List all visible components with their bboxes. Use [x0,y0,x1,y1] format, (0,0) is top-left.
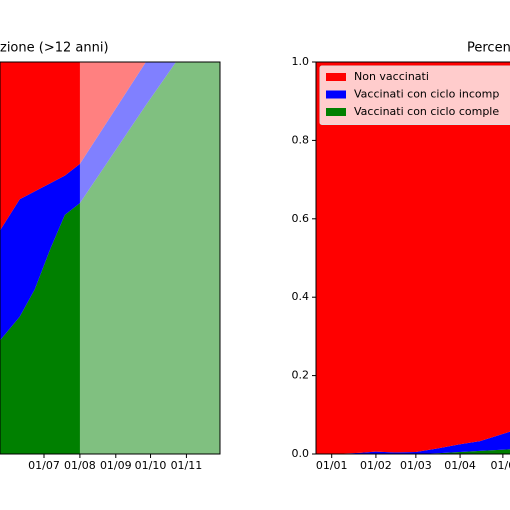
legend-swatch [326,90,346,99]
x-tick-label: 01/10 [135,459,167,472]
y-tick-label: 0.2 [292,369,310,382]
x-tick-label: 01/0 [491,459,510,472]
area [316,449,510,454]
y-tick-label: 0.4 [292,290,310,303]
y-tick-label: 0.6 [292,212,310,225]
x-tick-label: 01/11 [171,459,203,472]
y-tick-label: 0.8 [292,133,310,146]
x-tick-label: 01/07 [28,459,60,472]
legend-box [319,65,510,125]
area [316,62,510,454]
y-tick-label: 1.0 [292,55,310,68]
legend-swatch [326,73,346,81]
x-tick-label: 01/03 [400,459,432,472]
legend-label: Non vaccinati [354,70,429,83]
x-tick-label: 01/02 [360,459,392,472]
y-tick-label: 0.0 [292,447,310,460]
x-tick-label: 01/01 [316,459,348,472]
x-tick-label: 01/09 [100,459,132,472]
x-tick-label: 01/04 [444,459,476,472]
frame [0,61,221,455]
chart-title: Percen [467,41,510,56]
legend-swatch [326,108,346,116]
area [316,431,510,454]
x-tick-label: 01/08 [64,459,96,472]
legend-label: Vaccinati con ciclo incomp [354,88,499,101]
chart-title: zione (>12 anni) [0,41,109,56]
area [0,62,220,231]
forecast-shade [79,62,220,454]
legend-label: Vaccinati con ciclo comple [354,105,499,118]
